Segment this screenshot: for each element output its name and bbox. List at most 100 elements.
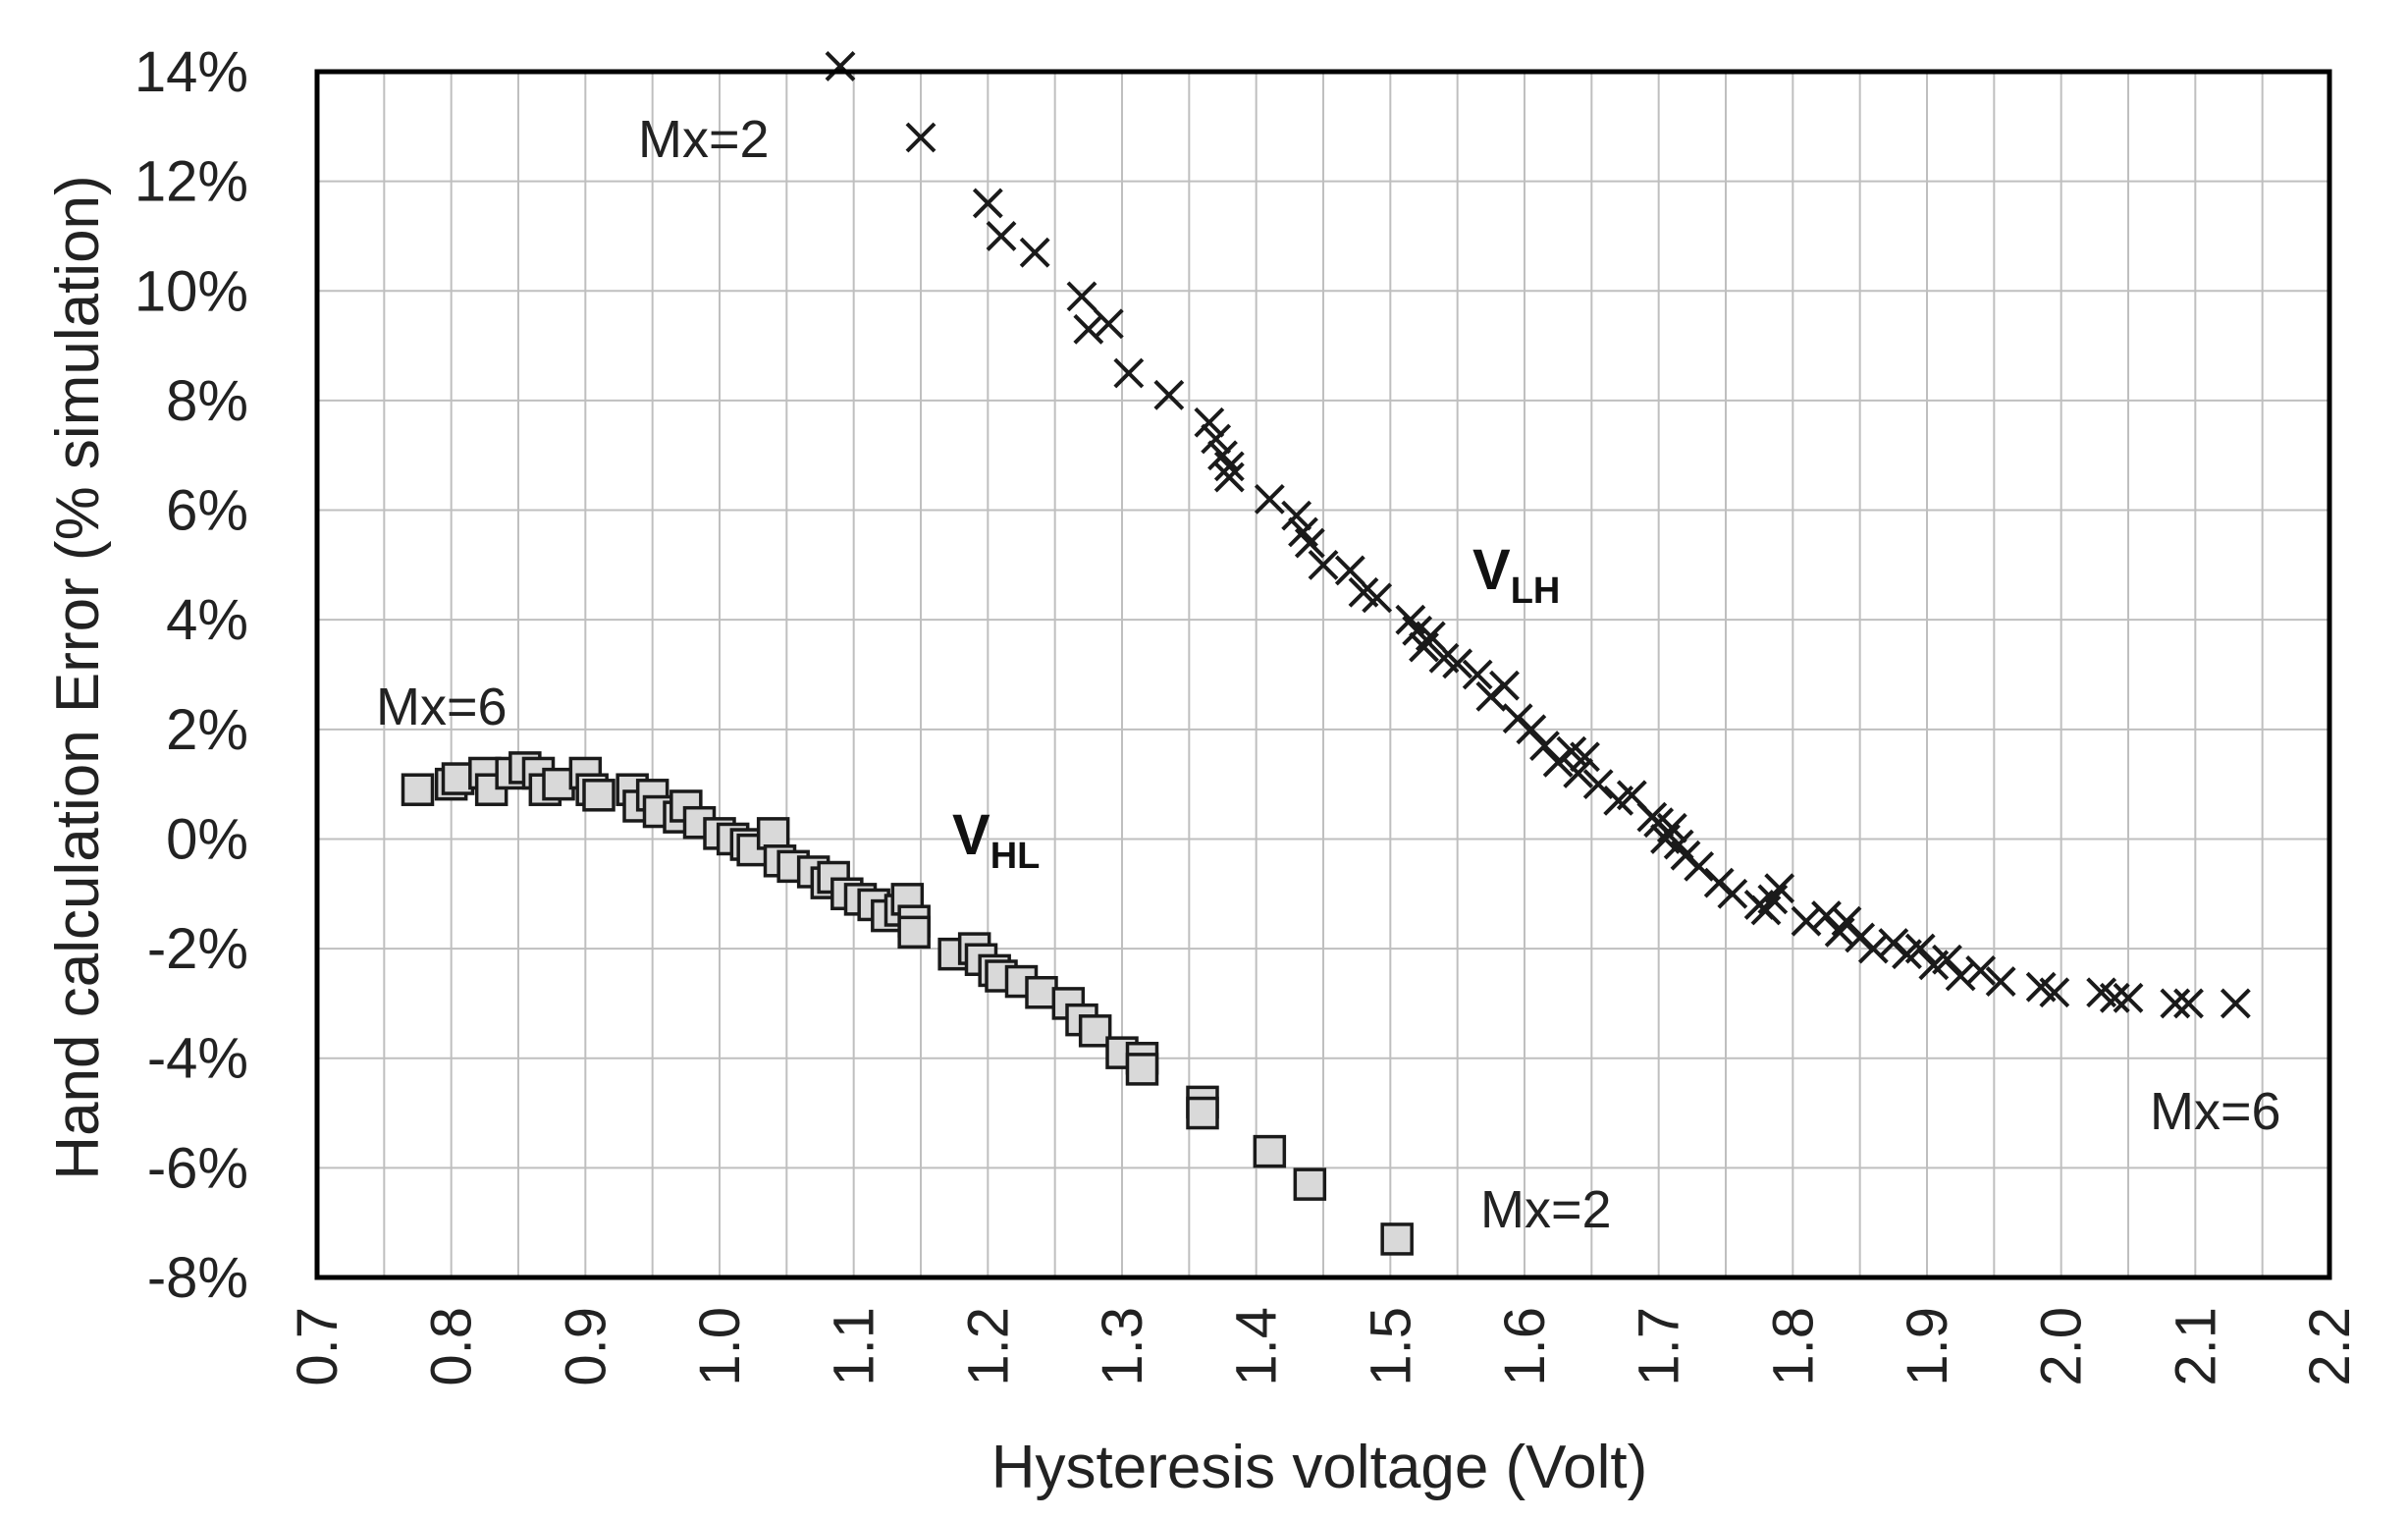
- data-points: [401, 51, 2251, 1256]
- vlh-point: [1811, 900, 1842, 932]
- vhl-point: [1125, 1053, 1159, 1086]
- vlh-point: [2160, 988, 2191, 1019]
- vlh-point: [1281, 500, 1312, 531]
- y-tick-label: 4%: [166, 588, 248, 652]
- vlh-point: [1945, 960, 1976, 992]
- x-tick-label: 1.8: [1761, 1307, 1825, 1386]
- vlh-point: [1362, 582, 1393, 614]
- vlh-point: [1073, 313, 1104, 345]
- vlh-point: [1213, 451, 1245, 482]
- series-label-vlh-main: V: [1472, 538, 1511, 602]
- vlh-point: [1831, 905, 1862, 937]
- vlh-point: [1717, 878, 1748, 909]
- series-label-vlh-sub: LH: [1511, 570, 1561, 612]
- vlh-point: [1113, 357, 1145, 389]
- vhl-point: [1253, 1134, 1287, 1168]
- vlh-point: [1791, 905, 1822, 937]
- y-tick-label: -6%: [147, 1136, 248, 1200]
- vlh-point: [1904, 933, 1936, 964]
- x-tick-label: 1.4: [1225, 1307, 1289, 1386]
- vhl-point: [582, 779, 615, 812]
- series-label-vhl: VHL: [952, 803, 1040, 877]
- vlh-point: [2113, 982, 2144, 1013]
- grid-lines: [316, 71, 2330, 1278]
- vlh-point: [1201, 423, 1232, 455]
- x-tick-label: 1.6: [1493, 1307, 1557, 1386]
- x-tick-label: 1.0: [688, 1307, 752, 1386]
- y-tick-label: 12%: [134, 150, 248, 214]
- vhl-point: [441, 762, 475, 795]
- y-tick-label: -8%: [147, 1246, 248, 1310]
- x-tick-label: 1.3: [1091, 1307, 1154, 1386]
- vlh-point: [905, 122, 936, 153]
- y-tick-label: -2%: [147, 917, 248, 981]
- series-label-vlh: VLH: [1472, 538, 1560, 612]
- vhl-point: [756, 817, 790, 850]
- vlh-point: [2173, 988, 2204, 1019]
- annotation-vhl-end: Mx=2: [1480, 1180, 1612, 1239]
- vlh-point: [1194, 407, 1225, 438]
- vlh-point: [1308, 549, 1339, 580]
- vlh-point: [1442, 648, 1473, 679]
- vlh-point: [1066, 281, 1097, 312]
- x-tick-label: 2.1: [2164, 1307, 2227, 1386]
- vlh-point: [1932, 944, 1962, 975]
- vlh-point: [1093, 308, 1124, 340]
- vhl-point: [897, 915, 931, 950]
- vhl-point: [1078, 1014, 1112, 1048]
- series-label-vhl-main: V: [952, 803, 990, 867]
- vlh-point: [1563, 758, 1594, 788]
- x-tick-label: 1.1: [823, 1307, 886, 1386]
- y-axis-title: Hand calculation Error (% simulation): [44, 175, 112, 1179]
- vlh-point: [1489, 670, 1520, 701]
- x-tick-label: 1.9: [1896, 1307, 1959, 1386]
- vlh-point: [1153, 379, 1185, 410]
- plot-area-frame: [314, 69, 2332, 1280]
- vlh-point: [1516, 714, 1547, 745]
- x-tick-label: 2.2: [2298, 1307, 2362, 1386]
- y-axis-ticks: 14% 12% 10% 8% 6% 4% 2% 0% -2% -4% -6% -8%: [134, 40, 248, 1310]
- vlh-point: [1857, 933, 1889, 964]
- vhl-point: [542, 767, 575, 801]
- vlh-point: [2220, 988, 2251, 1019]
- vlh-point: [1213, 461, 1245, 493]
- vlh-point: [1570, 741, 1600, 773]
- vhl-point: [1293, 1167, 1327, 1201]
- y-tick-label: 14%: [134, 40, 248, 104]
- x-axis-title: Hysteresis voltage (Volt): [991, 1434, 1647, 1501]
- annotation-vhl-start: Mx=6: [376, 678, 508, 736]
- y-tick-label: 2%: [166, 698, 248, 762]
- x-tick-label: 2.0: [2030, 1307, 2094, 1386]
- x-tick-label: 0.8: [420, 1307, 484, 1386]
- y-tick-label: 10%: [134, 259, 248, 323]
- vlh-point: [1684, 850, 1715, 882]
- vlh-point: [972, 188, 1003, 219]
- vlh-point: [2039, 977, 2070, 1008]
- vlh-point: [986, 221, 1017, 251]
- vlh-point: [1582, 769, 1614, 800]
- vhl-point: [1186, 1096, 1219, 1130]
- vlh-point: [1656, 812, 1687, 843]
- vlh-point: [1019, 237, 1050, 268]
- x-tick-label: 0.9: [554, 1307, 617, 1386]
- y-tick-label: -4%: [147, 1027, 248, 1091]
- vhl-point: [1380, 1222, 1414, 1256]
- vlh-point: [2099, 982, 2130, 1013]
- y-tick-label: 8%: [166, 369, 248, 433]
- vlh-point: [1965, 955, 1997, 986]
- vlh-point: [1254, 483, 1285, 515]
- vlh-point: [1529, 731, 1560, 761]
- x-axis-ticks: 0.7 0.8 0.9 1.0 1.1 1.2 1.3 1.4 1.5 1.6 1.7 1.8 1.9 2…: [286, 1307, 2362, 1386]
- annotation-vlh-start: Mx=2: [638, 110, 770, 169]
- vlh-point: [1415, 621, 1446, 652]
- x-tick-label: 0.7: [286, 1307, 349, 1386]
- y-tick-label: 0%: [166, 807, 248, 871]
- vlh-point: [1334, 555, 1365, 586]
- y-tick-label: 6%: [166, 479, 248, 543]
- x-tick-label: 1.5: [1359, 1307, 1422, 1386]
- series-label-vhl-sub: HL: [990, 836, 1041, 877]
- vhl-point: [1025, 975, 1058, 1009]
- x-tick-label: 1.7: [1628, 1307, 1691, 1386]
